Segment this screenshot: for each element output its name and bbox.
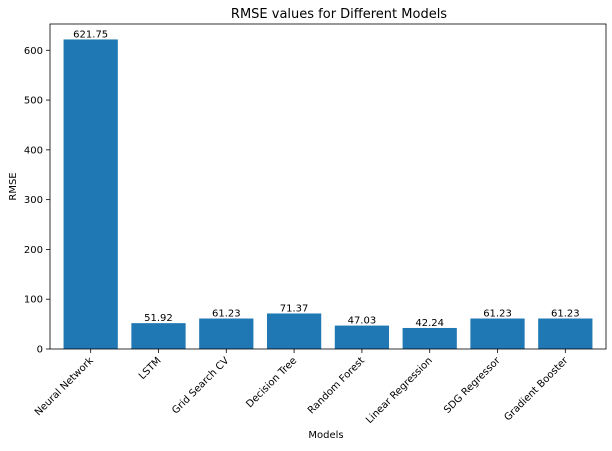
bar-value-label: 47.03 bbox=[348, 316, 377, 327]
bar bbox=[266, 313, 322, 349]
x-tick-label: Linear Regression bbox=[364, 355, 435, 426]
x-axis: Neural Network LSTM Grid Search CV Decision… bbox=[33, 349, 571, 426]
plot-area: 621.75 51.92 61.23 71.37 47.03 42.24 61.23 61.2… bbox=[63, 29, 593, 350]
x-tick-label: Random Forest bbox=[306, 355, 367, 416]
x-tick-label: LSTM bbox=[137, 355, 164, 382]
chart-title: RMSE values for Different Models bbox=[231, 7, 447, 22]
y-tick-label: 100 bbox=[24, 295, 43, 306]
bar-value-label: 621.75 bbox=[73, 29, 108, 40]
y-tick-label: 300 bbox=[24, 195, 43, 206]
bar bbox=[334, 325, 390, 349]
x-tick-label: Neural Network bbox=[33, 355, 96, 418]
plot-frame bbox=[49, 23, 607, 350]
x-tick-label: Grid Search CV bbox=[170, 355, 231, 416]
x-tick-label: Decision Tree bbox=[244, 355, 299, 410]
y-tick-label: 200 bbox=[24, 245, 43, 256]
y-axis: 0 100 200 300 400 500 600 bbox=[24, 46, 50, 356]
x-tick-label: SDG Regressor bbox=[442, 355, 503, 416]
bar bbox=[402, 327, 457, 349]
y-tick-label: 500 bbox=[24, 96, 43, 107]
bar-value-label: 61.23 bbox=[212, 309, 241, 320]
bar bbox=[131, 323, 186, 349]
x-tick-label: Gradient Booster bbox=[502, 355, 571, 424]
bar bbox=[63, 39, 118, 350]
y-tick-label: 400 bbox=[24, 145, 43, 156]
y-axis-label: RMSE bbox=[8, 172, 19, 200]
y-tick-label: 0 bbox=[37, 345, 43, 356]
bar bbox=[199, 318, 254, 349]
bar-value-label: 61.23 bbox=[551, 309, 580, 320]
bar bbox=[470, 318, 525, 349]
x-axis-label: Models bbox=[308, 430, 343, 441]
bar-value-label: 71.37 bbox=[280, 303, 309, 314]
bar-value-label: 42.24 bbox=[415, 318, 444, 329]
bar bbox=[538, 318, 593, 349]
y-tick-label: 600 bbox=[24, 46, 43, 57]
bar-value-label: 61.23 bbox=[483, 309, 512, 320]
bar-value-label: 51.92 bbox=[144, 313, 173, 324]
